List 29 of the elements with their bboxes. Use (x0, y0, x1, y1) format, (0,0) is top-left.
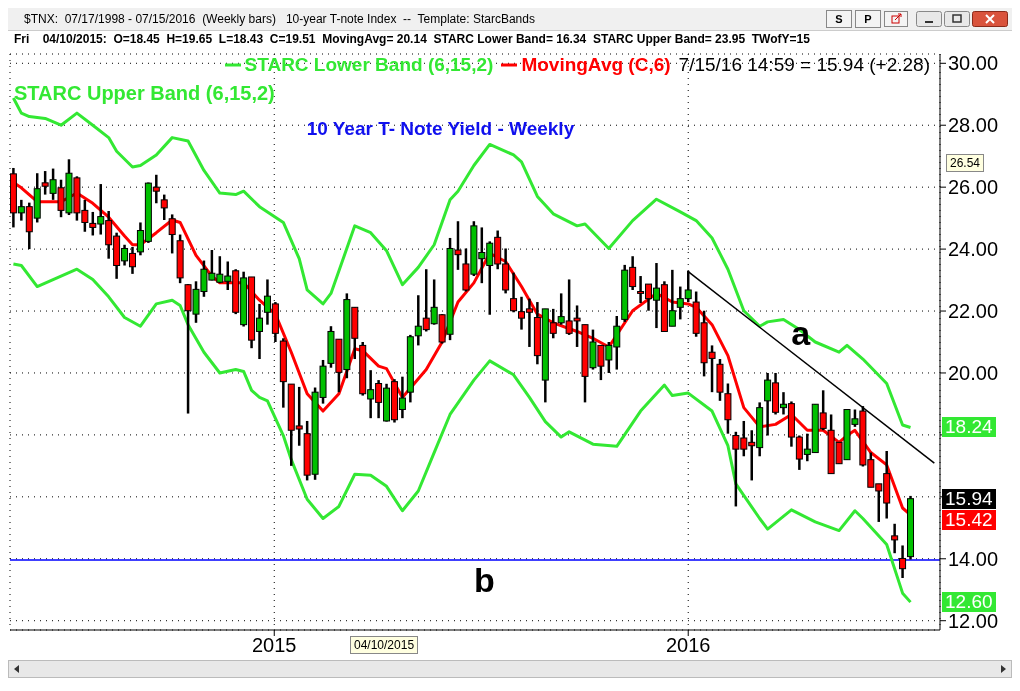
y-tick-label: 30.00 (948, 52, 999, 75)
legend-label: MovingAvg (C,6) (521, 54, 671, 76)
data-label: 15.42 (945, 508, 993, 530)
text: S (835, 13, 843, 25)
text: 04/10/2015 (354, 638, 415, 652)
candlestick (168, 213, 176, 255)
text: 26.54 (950, 156, 981, 170)
annotation: b (474, 561, 495, 599)
y-tick-label: 28.00 (948, 114, 999, 137)
line-series (11, 262, 913, 604)
y-tick-label: 20.00 (948, 362, 999, 385)
series-label: STARC Upper Band (6,15,2) (14, 82, 275, 105)
candlestick (891, 522, 899, 555)
annotation: 7/15/16 14:59 = 15.94 (+2.28) (678, 54, 930, 76)
text: P (864, 13, 872, 25)
x-tick-label: 2015 (252, 634, 297, 657)
candlestick (160, 193, 168, 222)
x-tick-label: 2016 (665, 634, 711, 657)
y-tick-label: 14.00 (948, 547, 999, 570)
y-tick-label: 22.00 (948, 300, 999, 323)
text: 10 Year T- Note Yield - Weekly (306, 118, 575, 139)
legend-label: STARC Lower Band (6,15,2) (244, 54, 494, 76)
text: $TNX: 07/17/1998 - 07/15/2016 (Weekly bars) 10-year T-note Index -- Template: StarcBands (24, 12, 535, 26)
text: Fri 04/10/2015: O=18.45 H=19.65 L=18.43 C=19.51 MovingAvg= 20.14 STARC Lower Band= 16.34 STARC Upper Band= 23.95 TWofY=15 (14, 32, 810, 46)
data-label: 12.60 (945, 591, 993, 613)
text: 15.94 (945, 487, 993, 509)
data-label: 18.24 (945, 416, 993, 438)
y-tick-label: 24.00 (948, 238, 999, 261)
y-tick-label: 26.00 (948, 176, 999, 199)
